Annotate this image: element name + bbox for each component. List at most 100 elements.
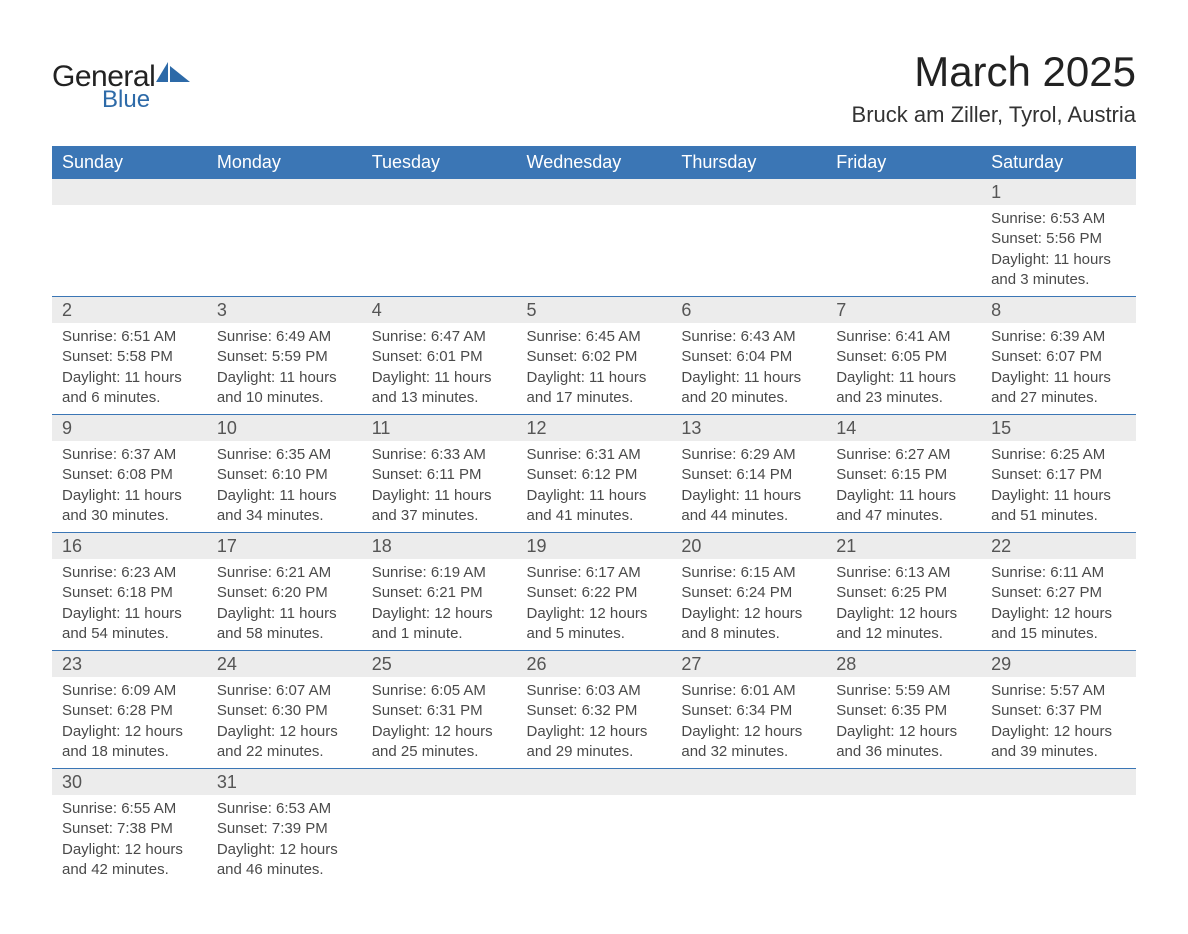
sunset-text: Sunset: 6:07 PM <box>991 347 1126 367</box>
sunset-text: Sunset: 6:27 PM <box>991 583 1126 603</box>
daylight-text-2: and 47 minutes. <box>836 506 971 526</box>
day-detail-cell: Sunrise: 6:35 AMSunset: 6:10 PMDaylight:… <box>207 441 362 533</box>
daylight-text-2: and 41 minutes. <box>527 506 662 526</box>
daylight-text-2: and 25 minutes. <box>372 742 507 762</box>
day-detail-row: Sunrise: 6:51 AMSunset: 5:58 PMDaylight:… <box>52 323 1136 415</box>
weekday-header: Saturday <box>981 146 1136 179</box>
day-number-cell: 16 <box>52 533 207 560</box>
sunset-text: Sunset: 6:24 PM <box>681 583 816 603</box>
page-title: March 2025 <box>852 48 1136 96</box>
weekday-header-row: Sunday Monday Tuesday Wednesday Thursday… <box>52 146 1136 179</box>
title-block: March 2025 Bruck am Ziller, Tyrol, Austr… <box>852 48 1136 128</box>
daylight-text-2: and 10 minutes. <box>217 388 352 408</box>
daylight-text-2: and 15 minutes. <box>991 624 1126 644</box>
sunrise-text: Sunrise: 6:43 AM <box>681 327 816 347</box>
day-number-cell <box>362 179 517 205</box>
day-detail-cell <box>517 795 672 886</box>
logo: General Blue <box>52 60 190 114</box>
day-detail-cell: Sunrise: 6:33 AMSunset: 6:11 PMDaylight:… <box>362 441 517 533</box>
day-number-cell: 8 <box>981 297 1136 324</box>
daylight-text-1: Daylight: 11 hours <box>681 368 816 388</box>
daylight-text-2: and 5 minutes. <box>527 624 662 644</box>
sunset-text: Sunset: 6:30 PM <box>217 701 352 721</box>
day-number-cell: 17 <box>207 533 362 560</box>
sunset-text: Sunset: 6:05 PM <box>836 347 971 367</box>
day-detail-cell <box>981 795 1136 886</box>
day-number-cell: 31 <box>207 769 362 796</box>
day-detail-cell: Sunrise: 5:57 AMSunset: 6:37 PMDaylight:… <box>981 677 1136 769</box>
day-detail-cell: Sunrise: 6:03 AMSunset: 6:32 PMDaylight:… <box>517 677 672 769</box>
day-number-row: 23242526272829 <box>52 651 1136 678</box>
day-detail-cell: Sunrise: 6:25 AMSunset: 6:17 PMDaylight:… <box>981 441 1136 533</box>
day-number-cell: 24 <box>207 651 362 678</box>
day-detail-cell: Sunrise: 6:31 AMSunset: 6:12 PMDaylight:… <box>517 441 672 533</box>
day-number-cell: 2 <box>52 297 207 324</box>
day-detail-row: Sunrise: 6:53 AMSunset: 5:56 PMDaylight:… <box>52 205 1136 297</box>
daylight-text-1: Daylight: 11 hours <box>836 368 971 388</box>
daylight-text-1: Daylight: 12 hours <box>217 722 352 742</box>
daylight-text-1: Daylight: 11 hours <box>62 368 197 388</box>
sunset-text: Sunset: 7:39 PM <box>217 819 352 839</box>
sunrise-text: Sunrise: 6:47 AM <box>372 327 507 347</box>
day-detail-cell: Sunrise: 6:11 AMSunset: 6:27 PMDaylight:… <box>981 559 1136 651</box>
sunrise-text: Sunrise: 6:55 AM <box>62 799 197 819</box>
sunrise-text: Sunrise: 6:37 AM <box>62 445 197 465</box>
day-detail-cell <box>362 205 517 297</box>
sunrise-text: Sunrise: 6:49 AM <box>217 327 352 347</box>
day-detail-cell <box>671 795 826 886</box>
day-number-cell: 30 <box>52 769 207 796</box>
sunrise-text: Sunrise: 6:17 AM <box>527 563 662 583</box>
day-detail-cell <box>826 795 981 886</box>
sunset-text: Sunset: 6:10 PM <box>217 465 352 485</box>
day-number-cell: 1 <box>981 179 1136 205</box>
sunrise-text: Sunrise: 6:09 AM <box>62 681 197 701</box>
day-number-row: 1 <box>52 179 1136 205</box>
day-detail-cell: Sunrise: 6:17 AMSunset: 6:22 PMDaylight:… <box>517 559 672 651</box>
sunset-text: Sunset: 6:01 PM <box>372 347 507 367</box>
sunrise-text: Sunrise: 6:29 AM <box>681 445 816 465</box>
day-number-cell: 11 <box>362 415 517 442</box>
daylight-text-1: Daylight: 12 hours <box>217 840 352 860</box>
weekday-header: Friday <box>826 146 981 179</box>
daylight-text-2: and 17 minutes. <box>527 388 662 408</box>
daylight-text-1: Daylight: 11 hours <box>527 368 662 388</box>
sunrise-text: Sunrise: 6:05 AM <box>372 681 507 701</box>
sunset-text: Sunset: 6:22 PM <box>527 583 662 603</box>
day-number-row: 2345678 <box>52 297 1136 324</box>
daylight-text-1: Daylight: 11 hours <box>372 368 507 388</box>
daylight-text-2: and 36 minutes. <box>836 742 971 762</box>
day-detail-cell: Sunrise: 6:13 AMSunset: 6:25 PMDaylight:… <box>826 559 981 651</box>
day-number-cell <box>826 179 981 205</box>
sunrise-text: Sunrise: 6:33 AM <box>372 445 507 465</box>
sunset-text: Sunset: 6:31 PM <box>372 701 507 721</box>
sunrise-text: Sunrise: 6:31 AM <box>527 445 662 465</box>
day-number-cell <box>52 179 207 205</box>
day-number-cell: 10 <box>207 415 362 442</box>
day-number-cell <box>671 179 826 205</box>
daylight-text-2: and 8 minutes. <box>681 624 816 644</box>
day-number-cell: 25 <box>362 651 517 678</box>
day-detail-cell: Sunrise: 5:59 AMSunset: 6:35 PMDaylight:… <box>826 677 981 769</box>
sunrise-text: Sunrise: 6:35 AM <box>217 445 352 465</box>
daylight-text-2: and 13 minutes. <box>372 388 507 408</box>
daylight-text-2: and 37 minutes. <box>372 506 507 526</box>
sunrise-text: Sunrise: 6:27 AM <box>836 445 971 465</box>
day-detail-cell <box>826 205 981 297</box>
day-number-cell: 22 <box>981 533 1136 560</box>
day-detail-cell: Sunrise: 6:21 AMSunset: 6:20 PMDaylight:… <box>207 559 362 651</box>
day-number-cell <box>671 769 826 796</box>
daylight-text-1: Daylight: 11 hours <box>217 604 352 624</box>
daylight-text-1: Daylight: 12 hours <box>991 604 1126 624</box>
day-number-row: 9101112131415 <box>52 415 1136 442</box>
sunset-text: Sunset: 5:59 PM <box>217 347 352 367</box>
day-number-cell: 4 <box>362 297 517 324</box>
day-detail-cell: Sunrise: 6:39 AMSunset: 6:07 PMDaylight:… <box>981 323 1136 415</box>
day-number-cell: 21 <box>826 533 981 560</box>
day-detail-cell: Sunrise: 6:49 AMSunset: 5:59 PMDaylight:… <box>207 323 362 415</box>
sunrise-text: Sunrise: 6:03 AM <box>527 681 662 701</box>
sunrise-text: Sunrise: 6:39 AM <box>991 327 1126 347</box>
daylight-text-2: and 44 minutes. <box>681 506 816 526</box>
daylight-text-2: and 32 minutes. <box>681 742 816 762</box>
day-detail-row: Sunrise: 6:55 AMSunset: 7:38 PMDaylight:… <box>52 795 1136 886</box>
day-number-cell: 26 <box>517 651 672 678</box>
